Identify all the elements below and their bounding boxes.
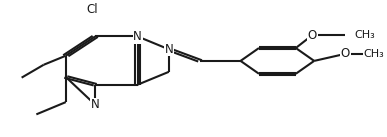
Text: Cl: Cl	[87, 3, 98, 16]
Text: N: N	[91, 98, 99, 111]
Text: O: O	[308, 29, 317, 42]
Text: N: N	[133, 30, 142, 43]
Text: CH₃: CH₃	[364, 49, 385, 59]
Text: O: O	[341, 47, 350, 60]
Text: CH₃: CH₃	[354, 30, 375, 40]
Text: N: N	[164, 43, 173, 56]
